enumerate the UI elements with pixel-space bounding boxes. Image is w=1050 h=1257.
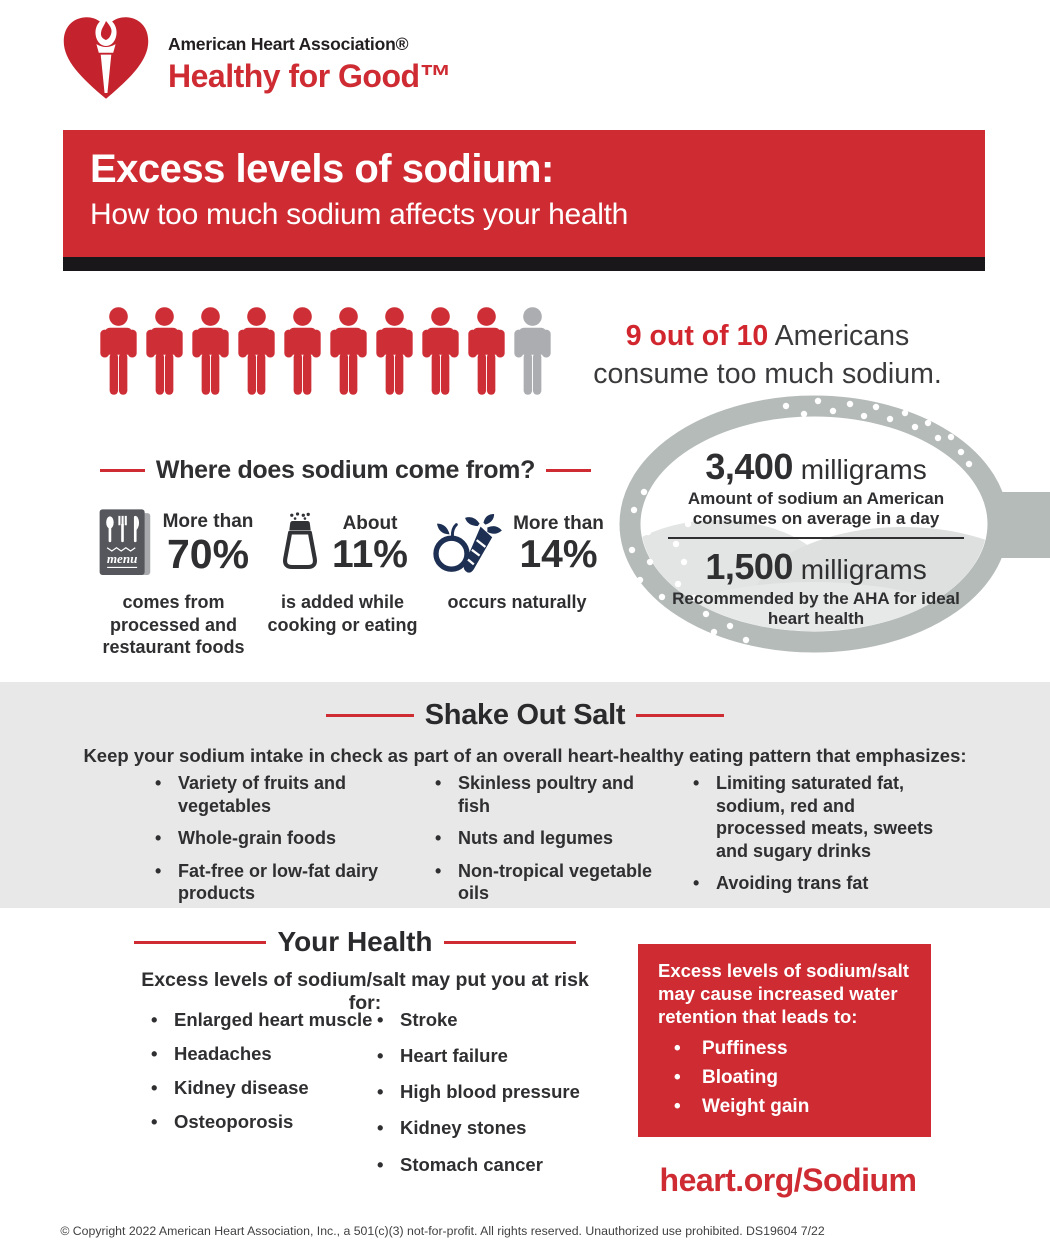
person-icon xyxy=(190,306,231,396)
sources-heading-text: Where does sodium come from? xyxy=(155,456,536,484)
page-title: Excess levels of sodium: xyxy=(90,147,554,191)
health-risk-list-2: Stroke Heart failure High blood pressure… xyxy=(372,1008,617,1189)
heading-rule-left xyxy=(99,469,145,472)
health-risk-list-1: Enlarged heart muscle Headaches Kidney d… xyxy=(146,1008,374,1145)
list-item: Fat-free or low-fat dairy products xyxy=(150,860,388,905)
shake-heading: Shake Out Salt xyxy=(0,682,1050,732)
list-item: High blood pressure xyxy=(372,1080,617,1103)
banner-shadow-strip xyxy=(63,257,985,271)
source-caption: comes from processed and restaurant food… xyxy=(102,592,245,657)
person-icon xyxy=(282,306,323,396)
recommended-unit: milligrams xyxy=(800,553,927,585)
health-heading-text: Your Health xyxy=(277,926,433,957)
shake-out-salt-section: Shake Out Salt Keep your sodium intake i… xyxy=(0,682,1050,908)
callout-list: Puffiness Bloating Weight gain xyxy=(658,1038,915,1118)
shake-heading-text: Shake Out Salt xyxy=(424,699,626,731)
source-caption: is added while cooking or eating xyxy=(267,592,418,635)
logo-org-name: American Heart Association® xyxy=(168,34,409,54)
heading-rule-right xyxy=(636,714,725,717)
source-item-natural: More than 14% occurs naturally xyxy=(426,503,608,614)
callout-intro: Excess levels of sodium/salt may cause i… xyxy=(658,960,909,1028)
list-item: Nuts and legumes xyxy=(430,827,658,850)
list-item: Osteoporosis xyxy=(146,1110,374,1133)
heading-rule-left xyxy=(134,940,267,944)
page-subtitle: How too much sodium affects your health xyxy=(90,198,629,231)
sources-heading: Where does sodium come from? xyxy=(78,456,613,485)
list-item: Whole-grain foods xyxy=(150,827,388,850)
people-stat-text: 9 out of 10 Americans consume too much s… xyxy=(565,318,970,394)
source-percent: 11% xyxy=(332,532,408,576)
heading-rule-left xyxy=(325,714,414,717)
source-item-processed: menu More than 70% comes from processed … xyxy=(86,503,261,659)
source-item-cooking: About 11% is added while cooking or eati… xyxy=(260,503,425,636)
people-stat-rest: Americans xyxy=(768,320,910,352)
people-stat-highlight: 9 out of 10 xyxy=(625,320,769,352)
menu-icon: menu xyxy=(99,509,150,575)
people-stat-line2: consume too much sodium. xyxy=(593,357,942,390)
list-item: Enlarged heart muscle xyxy=(146,1008,374,1031)
list-item: Kidney disease xyxy=(146,1076,374,1099)
person-icon xyxy=(144,306,185,396)
list-item: Weight gain xyxy=(658,1096,915,1119)
shake-intro: Keep your sodium intake in check as part… xyxy=(83,745,967,766)
person-icon xyxy=(374,306,415,396)
produce-icon xyxy=(433,513,502,573)
people-pictogram xyxy=(98,306,553,396)
person-icon xyxy=(236,306,277,396)
svg-text:menu: menu xyxy=(106,551,137,566)
water-retention-callout: Excess levels of sodium/salt may cause i… xyxy=(638,944,931,1137)
average-intake-caption: Amount of sodium an American consumes on… xyxy=(687,488,945,528)
list-item: Stroke xyxy=(372,1008,617,1031)
person-icon xyxy=(98,306,139,396)
list-item: Bloating xyxy=(658,1067,915,1090)
logo-brand-name: Healthy for Good™ xyxy=(168,58,452,94)
source-qualifier: More than xyxy=(162,511,254,533)
list-item: Headaches xyxy=(146,1042,374,1065)
person-icon xyxy=(328,306,369,396)
recommended-value: 1,500 xyxy=(705,545,793,587)
list-item: Non-tropical vegetable oils xyxy=(430,860,658,905)
shake-list-1: Variety of fruits and vegetables Whole-g… xyxy=(150,772,388,915)
sodium-amounts: 3,400 milligrams Amount of sodium an Ame… xyxy=(660,448,972,629)
shake-list-2: Skinless poultry and fish Nuts and legum… xyxy=(430,772,658,915)
average-intake-unit: milligrams xyxy=(800,454,927,485)
source-percent: 70% xyxy=(166,531,250,578)
list-item: Avoiding trans fat xyxy=(688,872,946,895)
aha-logo: American Heart Association® Healthy for … xyxy=(58,12,452,104)
title-banner: Excess levels of sodium: How too much so… xyxy=(63,130,985,257)
heading-rule-right xyxy=(546,469,592,472)
salt-shaker-icon xyxy=(283,512,318,570)
salt-spoon-graphic xyxy=(619,395,1050,653)
salt-grain-dots xyxy=(628,397,973,644)
list-item: Variety of fruits and vegetables xyxy=(150,772,388,817)
list-item: Heart failure xyxy=(372,1044,617,1067)
source-qualifier: More than xyxy=(513,512,604,534)
list-item: Kidney stones xyxy=(372,1116,617,1139)
person-icon-gray xyxy=(512,306,553,396)
heart-org-sodium-link[interactable]: heart.org/Sodium xyxy=(659,1162,917,1198)
shake-list-3: Limiting saturated fat, sodium, red and … xyxy=(688,772,946,905)
source-qualifier: About xyxy=(342,512,398,534)
amounts-divider xyxy=(668,536,964,539)
health-heading: Your Health xyxy=(120,926,590,958)
list-item: Limiting saturated fat, sodium, red and … xyxy=(688,772,946,862)
average-intake-value: 3,400 xyxy=(705,446,793,487)
source-caption: occurs naturally xyxy=(447,592,587,612)
list-item: Skinless poultry and fish xyxy=(430,772,658,817)
copyright-text: © Copyright 2022 American Heart Associat… xyxy=(60,1224,825,1238)
list-item: Puffiness xyxy=(658,1038,915,1061)
person-icon xyxy=(466,306,507,396)
list-item: Stomach cancer xyxy=(372,1153,617,1176)
source-percent: 14% xyxy=(519,532,598,576)
recommended-caption: Recommended by the AHA for ideal heart h… xyxy=(672,588,960,628)
heart-torch-icon xyxy=(63,17,149,99)
person-icon xyxy=(420,306,461,396)
heading-rule-right xyxy=(443,940,576,944)
